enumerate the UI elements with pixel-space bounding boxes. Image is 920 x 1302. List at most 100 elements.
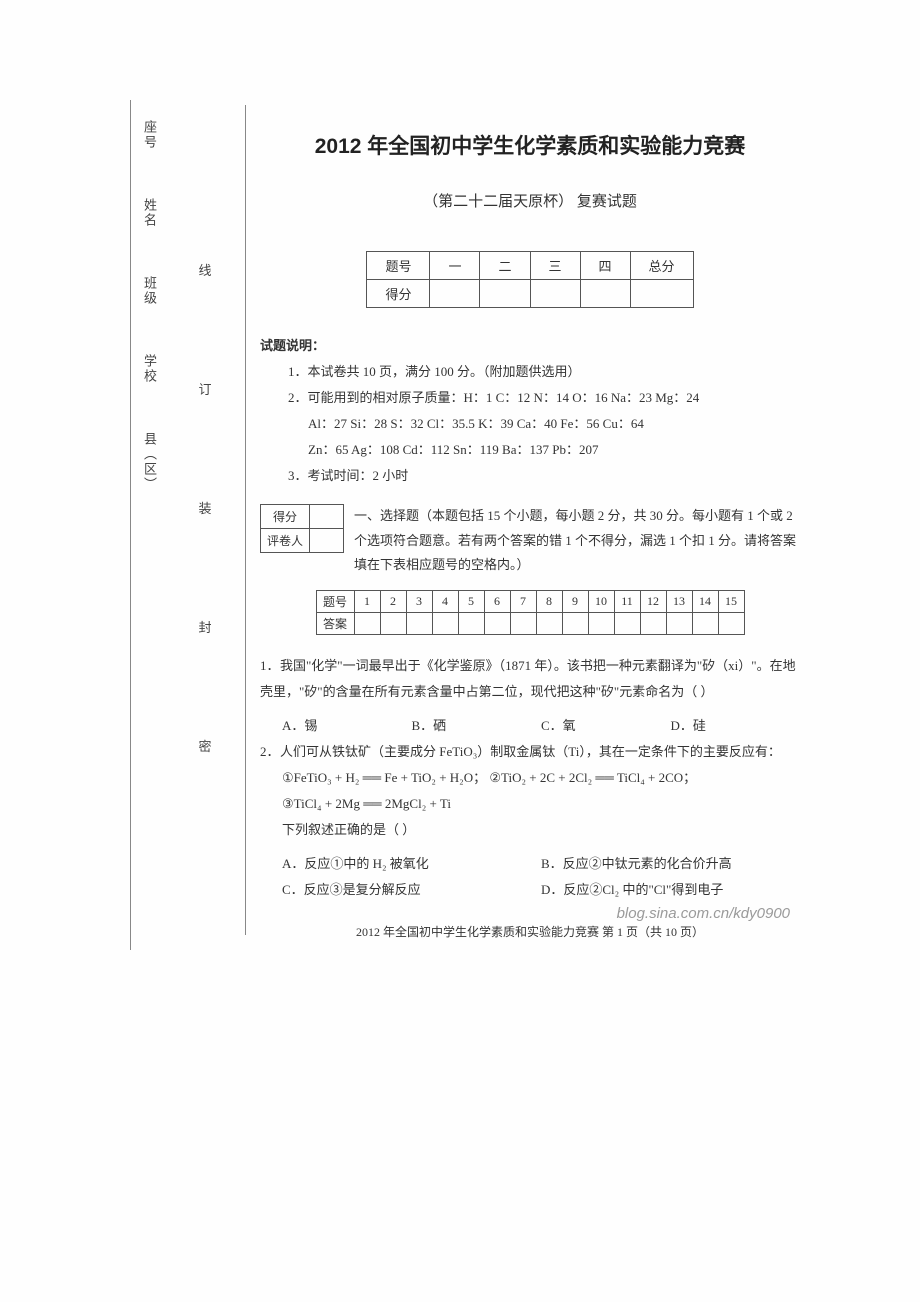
mini-r2-val[interactable] (310, 529, 344, 553)
mini-r1: 得分 (261, 505, 310, 529)
ans-v14[interactable] (692, 613, 718, 635)
ans-v5[interactable] (458, 613, 484, 635)
score-h1: 一 (430, 252, 480, 280)
instructions: 试题说明： 1．本试卷共 10 页，满分 100 分。（附加题供选用） 2．可能… (260, 333, 800, 489)
instr-line-2b: Al：27 Si：28 S：32 Cl：35.5 K：39 Ca：40 Fe：5… (260, 411, 800, 437)
q2-opt-c: C．反应③是复分解反应 (282, 877, 541, 903)
watermark: blog.sina.com.cn/kdy0900 (617, 905, 790, 922)
q2-eq1: ①FeTiO₃ + H₂ ══ Fe + TiO₂ + H₂O； ②TiO₂ +… (260, 765, 800, 791)
ans-n1: 1 (354, 591, 380, 613)
mini-score-table: 得分 评卷人 (260, 504, 344, 553)
q1-options: A．锡 B．硒 C．氧 D．硅 (260, 713, 800, 739)
instr-line-3: 3．考试时间：2 小时 (260, 463, 800, 489)
exam-page: 座号 姓名 班级 学校 县（区） 线 订 装 封 密 2012 年全国初中学生化… (0, 0, 920, 1302)
section-1-text: 一、选择题（本题包括 15 个小题，每小题 2 分，共 30 分。每小题有 1 … (354, 504, 800, 578)
score-row-label: 得分 (367, 280, 430, 308)
ans-n10: 10 (588, 591, 614, 613)
exam-title: 2012 年全国初中学生化学素质和实验能力竞赛 (260, 130, 800, 160)
answer-table: 题号 1 2 3 4 5 6 7 8 9 10 11 12 13 14 15 答… (316, 590, 745, 635)
answer-value-row: 答案 (316, 613, 744, 635)
ans-v13[interactable] (666, 613, 692, 635)
ans-n6: 6 (484, 591, 510, 613)
ans-n12: 12 (640, 591, 666, 613)
score-value-row: 得分 (367, 280, 693, 308)
instr-line-2: 2．可能用到的相对原子质量：H：1 C：12 N：14 O：16 Na：23 M… (260, 385, 800, 411)
score-cell-3[interactable] (530, 280, 580, 308)
binding-label-school: 学校 (140, 354, 159, 384)
ans-v12[interactable] (640, 613, 666, 635)
score-h3: 三 (530, 252, 580, 280)
binding-label-name: 姓名 (140, 198, 159, 228)
ans-n9: 9 (562, 591, 588, 613)
score-cell-1[interactable] (430, 280, 480, 308)
ans-n15: 15 (718, 591, 744, 613)
seal-feng: 封 (195, 617, 215, 636)
ans-v2[interactable] (380, 613, 406, 635)
ans-n3: 3 (406, 591, 432, 613)
answer-label-1: 题号 (316, 591, 354, 613)
ans-v7[interactable] (510, 613, 536, 635)
score-header-row: 题号 一 二 三 四 总分 (367, 252, 693, 280)
answer-num-row: 题号 1 2 3 4 5 6 7 8 9 10 11 12 13 14 15 (316, 591, 744, 613)
seal-ding: 订 (195, 379, 215, 398)
ans-n7: 7 (510, 591, 536, 613)
score-cell-total[interactable] (630, 280, 693, 308)
ans-v15[interactable] (718, 613, 744, 635)
ans-v3[interactable] (406, 613, 432, 635)
ans-n4: 4 (432, 591, 458, 613)
mini-r1-val[interactable] (310, 505, 344, 529)
q1-opt-c: C．氧 (541, 713, 671, 739)
question-1: 1．我国"化学"一词最早出于《化学鉴原》（1871 年）。该书把一种元素翻译为"… (260, 653, 800, 705)
instr-line-1: 1．本试卷共 10 页，满分 100 分。（附加题供选用） (260, 359, 800, 385)
q1-opt-b: B．硒 (412, 713, 542, 739)
score-table: 题号 一 二 三 四 总分 得分 (366, 251, 693, 308)
inner-border (245, 105, 246, 935)
q2-num: 2． (260, 739, 280, 765)
ans-n13: 13 (666, 591, 692, 613)
instr-line-2c: Zn：65 Ag：108 Cd：112 Sn：119 Ba：137 Pb：207 (260, 437, 800, 463)
q1-text: 我国"化学"一词最早出于《化学鉴原》（1871 年）。该书把一种元素翻译为"矽（… (260, 658, 796, 699)
exam-subtitle: （第二十二届天原杯） 复赛试题 (260, 190, 800, 211)
ans-v1[interactable] (354, 613, 380, 635)
section-1-header: 得分 评卷人 一、选择题（本题包括 15 个小题，每小题 2 分，共 30 分。… (260, 504, 800, 578)
binding-label-seat: 座号 (140, 120, 159, 150)
ans-n11: 11 (614, 591, 640, 613)
ans-n2: 2 (380, 591, 406, 613)
binding-label-class: 班级 (140, 276, 159, 306)
q2-eq2: ③TiCl₄ + 2Mg ══ 2MgCl₂ + Ti (260, 791, 800, 817)
q1-opt-d: D．硅 (671, 713, 801, 739)
ans-v11[interactable] (614, 613, 640, 635)
q1-num: 1． (260, 653, 280, 679)
ans-n14: 14 (692, 591, 718, 613)
score-cell-4[interactable] (580, 280, 630, 308)
seal-column: 线 订 装 封 密 (195, 260, 215, 860)
q2-opt-b: B．反应②中钛元素的化合价升高 (541, 851, 800, 877)
seal-zhuang: 装 (195, 498, 215, 517)
q1-opt-a: A．锡 (282, 713, 412, 739)
score-cell-2[interactable] (480, 280, 530, 308)
binding-label-county: 县（区） (140, 432, 159, 492)
q2-text: 人们可从铁钛矿（主要成分 FeTiO₃）制取金属钛（Ti），其在一定条件下的主要… (280, 744, 781, 759)
ans-v8[interactable] (536, 613, 562, 635)
mini-r2: 评卷人 (261, 529, 310, 553)
ans-v4[interactable] (432, 613, 458, 635)
seal-line: 线 (195, 260, 215, 279)
score-h0: 题号 (367, 252, 430, 280)
ans-v6[interactable] (484, 613, 510, 635)
q2-prompt: 下列叙述正确的是（ ） (260, 817, 800, 843)
score-h5: 总分 (630, 252, 693, 280)
page-footer: 2012 年全国初中学生化学素质和实验能力竞赛 第 1 页（共 10 页） (260, 923, 800, 940)
q2-opt-d: D．反应②Cl₂ 中的"Cl"得到电子 (541, 877, 800, 903)
ans-v10[interactable] (588, 613, 614, 635)
ans-v9[interactable] (562, 613, 588, 635)
ans-n8: 8 (536, 591, 562, 613)
q2-opt-a: A．反应①中的 H₂ 被氧化 (282, 851, 541, 877)
main-content: 2012 年全国初中学生化学素质和实验能力竞赛 （第二十二届天原杯） 复赛试题 … (260, 130, 800, 940)
q2-options: A．反应①中的 H₂ 被氧化 B．反应②中钛元素的化合价升高 C．反应③是复分解… (260, 851, 800, 903)
seal-mi: 密 (195, 736, 215, 755)
ans-n5: 5 (458, 591, 484, 613)
score-h2: 二 (480, 252, 530, 280)
question-2: 2．人们可从铁钛矿（主要成分 FeTiO₃）制取金属钛（Ti），其在一定条件下的… (260, 739, 800, 843)
binding-column: 座号 姓名 班级 学校 县（区） (140, 120, 160, 920)
instructions-header: 试题说明： (260, 333, 800, 359)
